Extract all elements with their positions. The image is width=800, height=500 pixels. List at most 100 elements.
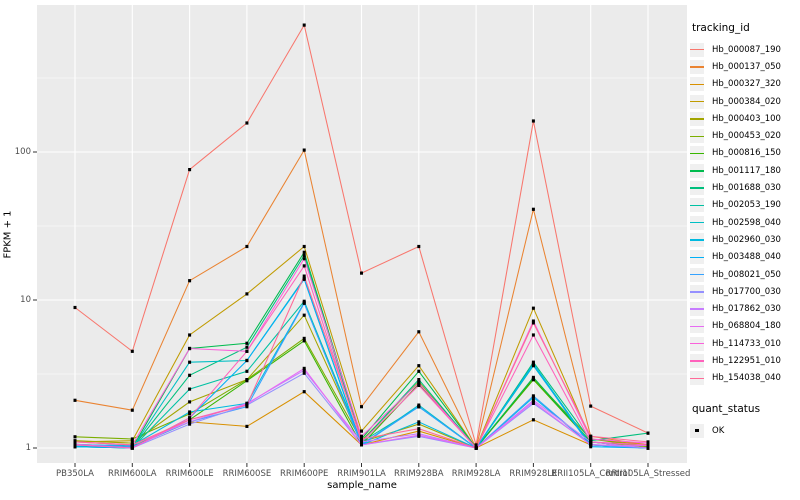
- data-point: [531, 375, 535, 379]
- legend-item: Hb_000137_050: [690, 58, 800, 75]
- legend-item-label: Hb_154038_040: [712, 373, 781, 384]
- legend-item-label: Hb_002960_030: [712, 234, 781, 245]
- data-point: [188, 360, 192, 364]
- data-point: [245, 244, 249, 249]
- legend-item-label: Hb_000384_020: [712, 96, 781, 107]
- legend-item: Hb_122951_010: [690, 352, 800, 369]
- data-point: [188, 333, 192, 337]
- legend-item-label: Hb_000453_020: [712, 131, 781, 142]
- legend-title-tracking-id: tracking_id: [692, 22, 750, 34]
- legend-swatch: [690, 377, 704, 380]
- data-point: [417, 420, 421, 424]
- legend-item: Hb_154038_040: [690, 370, 800, 387]
- legend-item-label: OK: [712, 425, 725, 436]
- legend-key-line-icon: [690, 181, 704, 196]
- data-point: [589, 437, 593, 441]
- data-point: [245, 424, 249, 428]
- legend-key-line-icon: [690, 336, 704, 351]
- data-point: [188, 346, 192, 351]
- legend-key-line-icon: [690, 59, 704, 74]
- legend-key-line-icon: [690, 232, 704, 247]
- legend-key-line-icon: [690, 302, 704, 317]
- x-tick-label: RRIM901LA: [337, 469, 386, 479]
- legend-key-line-icon: [690, 215, 704, 230]
- data-point: [474, 443, 478, 447]
- data-point: [73, 305, 77, 310]
- legend-item: Hb_017862_030: [690, 300, 800, 317]
- legend-swatch: [690, 360, 704, 362]
- data-point: [302, 250, 306, 254]
- data-point: [531, 306, 535, 310]
- data-point: [188, 416, 192, 420]
- legend-items-quant-status: OK: [690, 422, 800, 439]
- data-point: [188, 400, 192, 404]
- x-tick-label: RRIM928LA: [451, 469, 501, 479]
- data-point: [417, 378, 421, 382]
- legend-key-line-icon: [690, 42, 704, 57]
- data-point: [73, 398, 77, 402]
- data-point: [188, 420, 192, 424]
- x-tick-label: RRII105LA_Stressed: [605, 469, 691, 479]
- data-point: [188, 410, 192, 414]
- legend-item: Hb_000453_020: [690, 127, 800, 144]
- legend-item: Hb_002598_040: [690, 214, 800, 231]
- data-point: [360, 271, 363, 275]
- data-point: [302, 257, 306, 261]
- data-point: [245, 403, 249, 407]
- data-point: [531, 119, 535, 123]
- data-point: [417, 369, 421, 373]
- legend-item-label: Hb_017862_030: [712, 304, 781, 315]
- data-point: [245, 379, 249, 383]
- data-point: [188, 279, 192, 283]
- data-point: [73, 443, 77, 447]
- data-point: [360, 437, 363, 441]
- legend-key-line-icon: [690, 371, 704, 386]
- data-point: [417, 330, 421, 334]
- data-point: [302, 277, 306, 281]
- data-point: [302, 274, 306, 278]
- legend-item-quant: OK: [690, 422, 800, 439]
- data-point: [589, 434, 593, 438]
- y-axis-title: FPKM + 1: [2, 210, 14, 259]
- data-point: [130, 443, 134, 447]
- data-point: [73, 440, 77, 444]
- legend-key-line-icon: [690, 267, 704, 282]
- legend-item-label: Hb_122951_010: [712, 355, 781, 366]
- data-point: [245, 369, 249, 373]
- legend-item: Hb_000403_100: [690, 110, 800, 127]
- x-axis-title: sample_name: [327, 480, 397, 491]
- legend-swatch: [690, 325, 704, 328]
- legend-swatch: [690, 273, 704, 276]
- legend-item-label: Hb_002053_190: [712, 200, 781, 211]
- data-point: [474, 446, 478, 450]
- data-point: [417, 381, 421, 385]
- legend-key-line-icon: [690, 250, 704, 265]
- data-point: [302, 253, 306, 257]
- data-point: [360, 434, 363, 438]
- data-point: [531, 321, 535, 325]
- legend-swatch: [690, 308, 704, 310]
- data-point: [531, 400, 535, 404]
- legend-swatch: [690, 170, 704, 172]
- data-point: [302, 301, 306, 305]
- legend-item: Hb_001117_180: [690, 162, 800, 179]
- data-point: [360, 429, 363, 433]
- data-point: [417, 422, 421, 426]
- data-point: [531, 378, 535, 382]
- x-tick-label: RRIM600PE: [280, 469, 329, 479]
- legend-item-label: Hb_000137_050: [712, 61, 781, 72]
- legend-item-label: Hb_003488_040: [712, 252, 781, 263]
- x-tick-label: RRIM600LE: [165, 469, 214, 479]
- legend-key-line-icon: [690, 146, 704, 161]
- data-point: [302, 313, 306, 317]
- data-point: [417, 433, 421, 437]
- legend-item-label: Hb_008021_050: [712, 269, 781, 280]
- x-tick-label: RRIM600LA: [107, 469, 157, 479]
- legend-item: Hb_000384_020: [690, 93, 800, 110]
- legend-item: Hb_003488_040: [690, 249, 800, 266]
- legend-swatch: [690, 291, 704, 293]
- legend-key-line-icon: [690, 94, 704, 109]
- black-square-point-icon: [695, 428, 699, 433]
- legend-swatch: [690, 66, 704, 68]
